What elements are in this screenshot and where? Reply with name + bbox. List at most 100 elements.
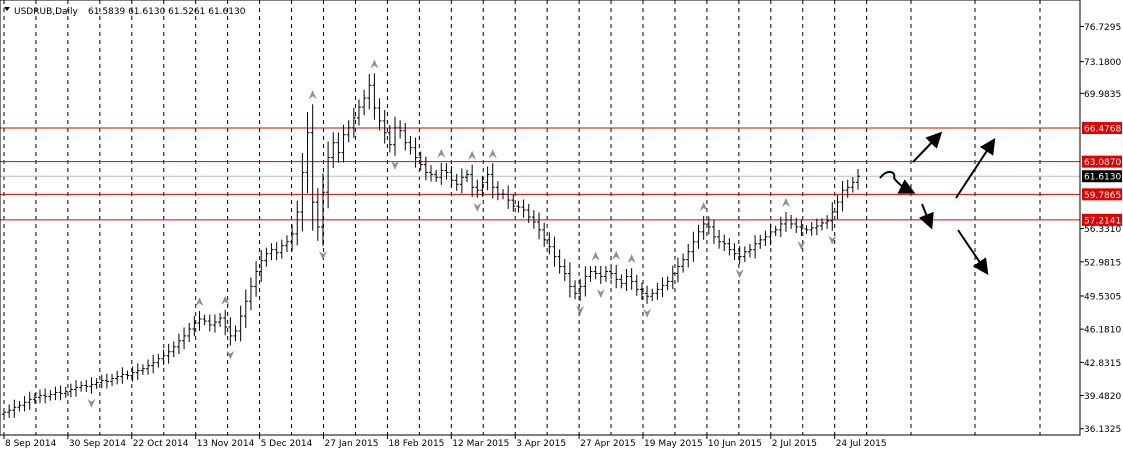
ohlc-bar <box>763 230 768 246</box>
ohlc-bar <box>495 181 500 201</box>
ohlc-bar <box>840 180 845 212</box>
ohlc-bar <box>197 311 202 331</box>
current-price-tag <box>1082 170 1122 183</box>
ohlc-bar <box>187 322 192 342</box>
y-tick-label: 49.5305 <box>1084 292 1121 302</box>
dropdown-triangle-icon[interactable] <box>4 7 10 11</box>
ohlc-bar <box>609 265 614 280</box>
ohlc-bar <box>439 162 444 185</box>
ohlc-bar <box>814 218 819 236</box>
ohlc-bar <box>804 224 809 234</box>
ohlc-bar <box>675 257 680 283</box>
ohlc-bar <box>233 325 238 342</box>
forecast-arrow-up <box>955 137 996 199</box>
ohlc-bar <box>706 216 711 235</box>
ohlc-bar <box>269 243 274 261</box>
ohlc-bar <box>449 165 454 187</box>
ohlc-bar <box>2 407 6 419</box>
x-tick-label: 5 Dec 2014 <box>261 439 313 449</box>
ohlc-bar <box>696 224 701 249</box>
fractal-up-marker <box>308 90 317 100</box>
ohlc-bar <box>783 212 788 232</box>
ohlc-bar <box>279 239 284 259</box>
ohlc-bar <box>835 195 840 220</box>
ohlc-bar <box>43 388 48 404</box>
y-tick-label: 69.9835 <box>1084 90 1121 100</box>
ohlc-bar <box>768 223 773 246</box>
ohlc-bar <box>392 116 397 156</box>
ohlc-bar <box>315 188 320 241</box>
ohlc-bar <box>68 383 73 398</box>
ohlc-bar <box>125 370 130 380</box>
ohlc-bar <box>856 169 860 190</box>
price-axis: 76.7295 73.1800 69.9835 66.4768 63.0870 61.61… <box>1080 23 1122 435</box>
forecast-arrows <box>879 131 996 275</box>
ohlc-bar <box>413 137 418 168</box>
ohlc-bar <box>619 274 624 289</box>
ohlc-bar <box>22 396 27 412</box>
ohlc-bar <box>655 282 660 300</box>
x-tick-label: 2 Jul 2015 <box>772 439 817 449</box>
ohlc-bar <box>501 189 506 200</box>
ohlc-bar <box>701 216 706 240</box>
ohlc-bar <box>567 262 572 298</box>
ohlc-bar <box>367 74 372 110</box>
fractal-up-marker <box>468 150 477 160</box>
ohlc-bar <box>7 404 12 418</box>
ohlc-bar <box>305 111 310 194</box>
y-tick-label: 61.6130 <box>1084 173 1121 183</box>
ohlc-bar <box>732 243 737 261</box>
ohlc-bar <box>254 261 259 297</box>
ohlc-bar <box>48 390 53 401</box>
ohlc-bar <box>789 214 794 229</box>
y-tick-label: 57.2141 <box>1084 216 1121 226</box>
fractal-up-marker <box>437 148 446 158</box>
ohlc-bar <box>819 218 824 231</box>
ohlc-bar <box>603 266 608 282</box>
ohlc-bar <box>645 285 650 304</box>
ohlc-bar <box>614 264 619 289</box>
ohlc-bar <box>387 124 392 153</box>
ohlc-bar <box>593 265 598 280</box>
level-lines <box>0 127 1080 221</box>
ohlc-bar <box>850 176 855 193</box>
fractal-down-marker <box>596 289 605 299</box>
ohlc-bar <box>588 266 593 282</box>
ohlc-bar <box>89 377 94 394</box>
fractal-down-marker <box>735 269 744 279</box>
y-tick-label: 63.0870 <box>1084 158 1121 168</box>
ohlc-bar <box>794 217 799 234</box>
fractal-up-marker <box>370 59 379 69</box>
fractal-down-marker <box>87 398 96 408</box>
ohlc-bar <box>243 289 248 328</box>
ohlc-bar <box>773 225 778 237</box>
fractal-down-marker <box>797 241 806 251</box>
fractal-up-marker <box>591 251 600 261</box>
ohlc-bar <box>516 200 521 213</box>
ohlc-bar <box>686 243 691 268</box>
x-tick-label: 22 Oct 2014 <box>133 439 189 449</box>
ohlc-bar <box>485 166 490 191</box>
ohlc-bar <box>665 276 670 291</box>
fractal-up-marker <box>699 202 708 212</box>
level-price-tag <box>1082 155 1122 168</box>
ohlc-bar <box>552 236 557 267</box>
ohlc-bar <box>727 238 732 256</box>
ohlc-bar <box>331 132 336 168</box>
ohlc-bar <box>192 315 197 337</box>
ohlc-bar <box>228 317 233 346</box>
x-tick-label: 19 May 2015 <box>644 439 703 449</box>
ohlc-bar <box>778 216 783 238</box>
ohlc-bar <box>845 179 850 198</box>
y-tick-label: 73.1800 <box>1084 58 1121 68</box>
ohlc-bar <box>542 222 547 247</box>
ohlc-bar <box>429 165 433 182</box>
y-tick-label: 59.7865 <box>1084 191 1121 201</box>
x-tick-label: 13 Nov 2014 <box>197 439 255 449</box>
ohlc-bar <box>84 380 89 392</box>
ohlc-bar <box>531 210 536 229</box>
ohlc-bar <box>408 135 413 155</box>
forecast-arrow-down <box>957 229 989 275</box>
time-grid <box>3 0 1041 435</box>
x-tick-label: 10 Jun 2015 <box>708 439 762 449</box>
